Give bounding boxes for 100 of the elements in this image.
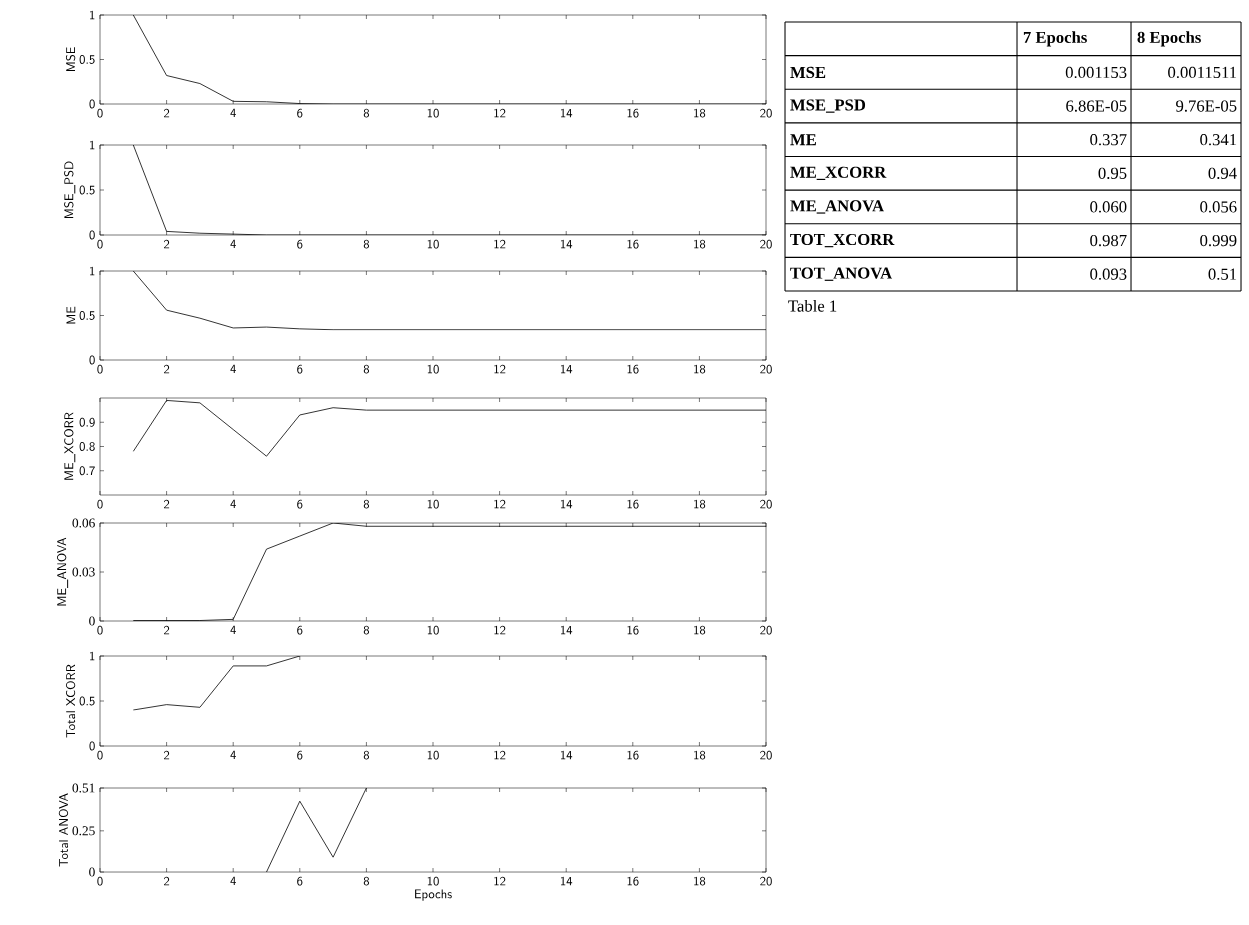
y-tick-label: 0: [89, 741, 95, 751]
x-tick-label: 20: [760, 876, 772, 886]
caption: Table 1: [788, 299, 837, 312]
y-tick-label: 1: [90, 651, 95, 661]
y-tick-label: 1: [90, 10, 95, 20]
y-tick-label: 0.5: [79, 696, 95, 706]
y-tick-label: 0.51: [72, 783, 95, 793]
x-tick-label: 8: [363, 239, 370, 249]
x-axis-title: Epochs: [415, 889, 452, 901]
x-tick-label: 12: [494, 364, 506, 374]
text: 0.341: [1200, 134, 1237, 146]
y-tick-label: 0.9: [79, 417, 95, 427]
x-tick-label: 2: [163, 364, 170, 374]
y-tick-label: 0: [89, 616, 95, 626]
x-tick-label: 10: [427, 876, 439, 886]
y-tick-label: 0: [89, 355, 95, 365]
x-tick-label: 14: [561, 750, 573, 760]
category-label: 7 Epochs: [1023, 31, 1087, 47]
x-tick-label: 14: [561, 625, 573, 635]
category-label: ME: [790, 134, 816, 146]
x-tick-label: 4: [230, 239, 236, 249]
y-tick-label: 0.03: [72, 567, 95, 577]
x-tick-label: 0: [97, 499, 103, 509]
x-tick-label: 10: [427, 625, 439, 635]
y-axis-title: Total ANOVA: [58, 793, 69, 867]
text: 0.94: [1208, 167, 1237, 179]
text: 6.86E-05: [1066, 100, 1127, 112]
y-tick-label: 0.5: [79, 55, 95, 64]
text: 0.999: [1200, 234, 1237, 247]
x-tick-label: 20: [760, 239, 772, 249]
x-tick-label: 14: [561, 364, 573, 374]
x-tick-label: 18: [694, 876, 706, 886]
category-label: ME_ANOVA: [790, 200, 884, 214]
x-tick-label: 18: [694, 750, 706, 760]
text: 0.51: [1208, 268, 1237, 280]
x-tick-label: 0: [97, 876, 103, 886]
y-axis-title: ME_ANOVA: [56, 537, 69, 606]
x-tick-label: 6: [297, 239, 303, 249]
text: 0.337: [1090, 134, 1127, 146]
x-tick-label: 18: [694, 499, 706, 509]
x-tick-label: 8: [363, 499, 370, 509]
x-tick-label: 0: [97, 625, 103, 635]
x-tick-label: 12: [494, 239, 506, 249]
x-tick-label: 8: [363, 876, 370, 886]
x-tick-label: 2: [163, 239, 170, 249]
x-tick-label: 4: [230, 108, 236, 118]
x-tick-label: 6: [297, 499, 303, 509]
x-tick-label: 10: [427, 499, 439, 509]
x-tick-label: 4: [230, 364, 236, 374]
x-tick-label: 10: [427, 108, 439, 118]
y-tick-label: 0.5: [79, 185, 95, 195]
x-tick-label: 16: [627, 364, 639, 374]
y-axis-title: MSE: [65, 47, 76, 72]
category-label: TOT_XCORR: [790, 233, 895, 248]
x-tick-label: 8: [363, 364, 370, 374]
x-tick-label: 14: [561, 239, 573, 249]
x-tick-label: 2: [163, 108, 170, 118]
x-tick-label: 4: [230, 876, 236, 886]
text: 0.987: [1090, 234, 1127, 247]
category-label: MSE: [790, 66, 826, 79]
x-tick-label: 14: [561, 499, 573, 509]
x-tick-label: 2: [163, 499, 170, 509]
y-tick-label: 0.7: [79, 466, 95, 476]
x-tick-label: 20: [760, 364, 772, 374]
text: 0.95: [1098, 167, 1127, 179]
x-tick-label: 0: [97, 108, 103, 118]
x-tick-label: 12: [494, 876, 506, 886]
x-tick-label: 8: [363, 625, 370, 635]
y-tick-label: 0: [89, 230, 95, 240]
x-tick-label: 16: [627, 876, 639, 886]
x-tick-label: 4: [230, 625, 236, 635]
text: 9.76E-05: [1176, 100, 1237, 112]
y-tick-label: 0.25: [72, 826, 95, 836]
x-tick-label: 18: [694, 625, 706, 635]
x-tick-label: 12: [494, 750, 506, 760]
x-tick-label: 2: [163, 625, 170, 635]
x-tick-label: 4: [230, 499, 236, 509]
x-tick-label: 14: [561, 876, 573, 886]
x-tick-label: 4: [230, 750, 236, 760]
x-tick-label: 0: [97, 239, 103, 249]
x-tick-label: 18: [694, 239, 706, 249]
x-tick-label: 20: [760, 750, 772, 760]
x-tick-label: 20: [760, 625, 772, 635]
category-label: ME_XCORR: [790, 166, 887, 180]
x-tick-label: 6: [297, 364, 303, 374]
x-tick-label: 6: [297, 750, 303, 760]
x-tick-label: 18: [694, 364, 706, 374]
x-tick-label: 6: [297, 876, 303, 886]
x-tick-label: 18: [694, 108, 706, 118]
x-tick-label: 16: [627, 750, 639, 760]
x-tick-label: 12: [494, 625, 506, 635]
y-tick-label: 0: [89, 99, 95, 109]
x-tick-label: 8: [363, 108, 370, 118]
text: 0.060: [1090, 201, 1127, 213]
x-tick-label: 16: [627, 239, 639, 249]
y-axis-title: Total XCORR: [65, 664, 76, 738]
x-tick-label: 10: [427, 239, 439, 249]
x-tick-label: 0: [97, 750, 103, 760]
text: 0.093: [1090, 268, 1127, 280]
y-axis-title: ME_XCORR: [64, 412, 76, 480]
